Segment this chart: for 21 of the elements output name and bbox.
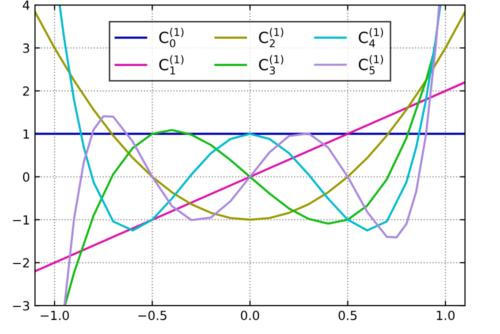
legend-label: C$^{(1)}$$_{5}$	[358, 54, 383, 74]
line-series	[35, 10, 465, 221]
line-series	[58, 5, 442, 232]
y-tick-label: 1	[24, 129, 29, 139]
x-tick-label: 0.0	[240, 310, 260, 320]
legend-label: C$^{(1)}$$_{4}$	[358, 28, 383, 48]
y-tick-label: 4	[22, 0, 30, 10]
y-tick-label: 3	[23, 43, 30, 53]
legend-label: C$^{(1)}$$_{2}$	[259, 28, 284, 48]
y-tick-label: −1	[13, 215, 29, 224]
y-tick-label: −3	[13, 301, 30, 311]
x-tick-label: 0.5	[338, 310, 357, 320]
y-tick-label: 2	[23, 86, 29, 96]
x-tick-label: −1.0	[40, 310, 69, 320]
x-tick-label: −0.5	[138, 310, 166, 320]
y-tick-label: −2	[13, 258, 29, 268]
legend-label: C$^{(1)}$$_{1}$	[159, 55, 184, 74]
y-tick-label: 0	[23, 172, 30, 182]
x-tick-label: 1.0	[436, 310, 455, 320]
legend-label: C$^{(1)}$$_{3}$	[259, 54, 284, 74]
legend-label: C$^{(1)}$$_{0}$	[159, 28, 184, 48]
